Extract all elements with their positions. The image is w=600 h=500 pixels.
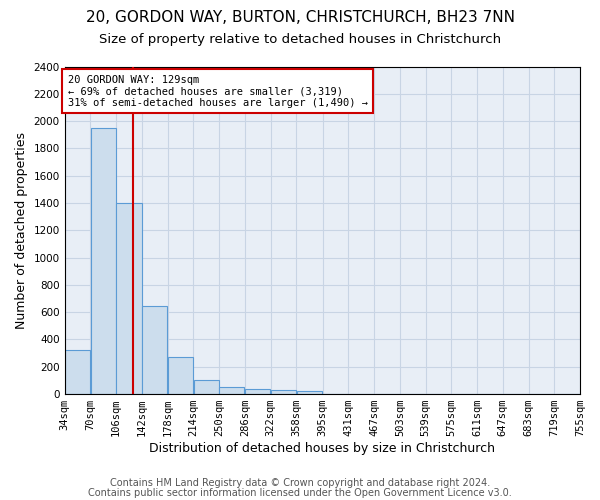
Text: 20 GORDON WAY: 129sqm
← 69% of detached houses are smaller (3,319)
31% of semi-d: 20 GORDON WAY: 129sqm ← 69% of detached … — [68, 74, 368, 108]
Bar — [65, 350, 90, 394]
Bar — [142, 306, 167, 394]
Text: Contains public sector information licensed under the Open Government Licence v3: Contains public sector information licen… — [88, 488, 512, 498]
Bar — [296, 392, 322, 394]
Bar — [91, 128, 116, 394]
Bar — [271, 390, 296, 394]
Bar — [194, 380, 218, 394]
Text: 20, GORDON WAY, BURTON, CHRISTCHURCH, BH23 7NN: 20, GORDON WAY, BURTON, CHRISTCHURCH, BH… — [86, 10, 515, 25]
Y-axis label: Number of detached properties: Number of detached properties — [15, 132, 28, 329]
Bar — [220, 388, 244, 394]
X-axis label: Distribution of detached houses by size in Christchurch: Distribution of detached houses by size … — [149, 442, 496, 455]
Bar — [245, 388, 270, 394]
Bar — [168, 357, 193, 394]
Text: Contains HM Land Registry data © Crown copyright and database right 2024.: Contains HM Land Registry data © Crown c… — [110, 478, 490, 488]
Bar — [116, 203, 142, 394]
Text: Size of property relative to detached houses in Christchurch: Size of property relative to detached ho… — [99, 32, 501, 46]
